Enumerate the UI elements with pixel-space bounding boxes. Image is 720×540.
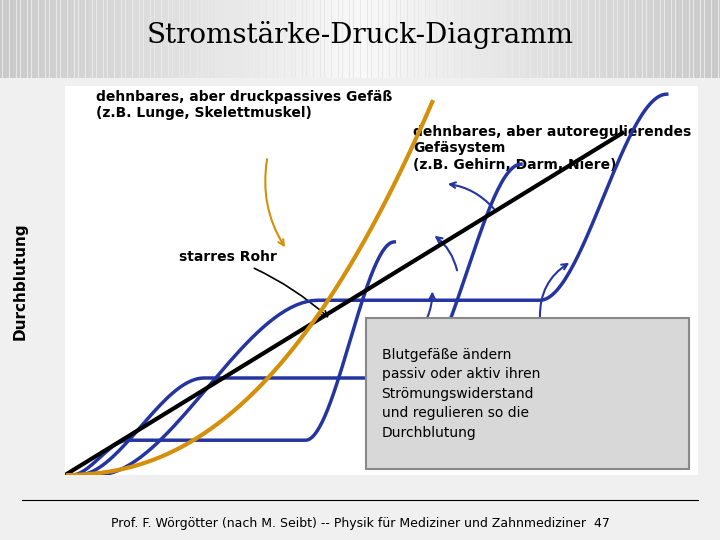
Text: Prof. F. Wörgötter (nach M. Seibt) -- Physik für Mediziner und Zahnmediziner  47: Prof. F. Wörgötter (nach M. Seibt) -- Ph… [111, 517, 609, 530]
Text: arteriovenöse Druckdifferenz: arteriovenöse Druckdifferenz [256, 510, 508, 525]
Text: Blutgefäße ändern
passiv oder aktiv ihren
Strömungswiderstand
und regulieren so : Blutgefäße ändern passiv oder aktiv ihre… [382, 348, 540, 440]
Text: Stromstärke-Druck-Diagramm: Stromstärke-Druck-Diagramm [146, 21, 574, 49]
FancyBboxPatch shape [366, 318, 689, 469]
Text: dehnbares, aber druckpassives Gefäß
(z.B. Lunge, Skelettmuskel): dehnbares, aber druckpassives Gefäß (z.B… [96, 90, 393, 120]
Text: Durchblutung: Durchblutung [13, 222, 28, 340]
Text: dehnbares, aber autoregulierendes
Gefäsystem
(z.B. Gehirn, Darm, Niere): dehnbares, aber autoregulierendes Gefäsy… [413, 125, 691, 172]
Text: starres Rohr: starres Rohr [179, 251, 328, 316]
